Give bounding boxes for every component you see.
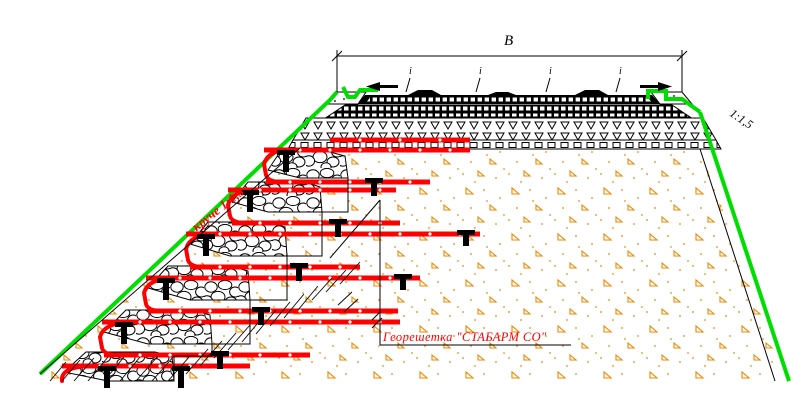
- anchor-pin: [457, 230, 475, 246]
- native-ground-hatch: [49, 261, 361, 382]
- gradient-mark-2: i: [479, 66, 482, 77]
- anchor-pin: [394, 274, 412, 290]
- dimension-line-b: [331, 50, 688, 92]
- gradient-tick-leaders: [405, 77, 621, 93]
- anchor-pin: [365, 178, 383, 196]
- callout-hatch-marks: [337, 291, 359, 313]
- anchor-pin: [172, 366, 190, 388]
- anchor-pin: [115, 322, 133, 344]
- gradient-mark-3: i: [549, 66, 552, 77]
- geogrid-callout-label: Георешетка "СТАБАРМ СО": [383, 330, 547, 344]
- arrow-left-icon: [366, 82, 398, 91]
- anchor-pin: [290, 263, 308, 281]
- turf-line-group: [38, 86, 791, 382]
- anchor-pins-group: [98, 150, 475, 388]
- anchor-pin: [157, 278, 175, 300]
- anchor-pin: [197, 234, 215, 256]
- anchor-pin: [277, 150, 295, 172]
- gradient-mark-4: i: [619, 66, 622, 77]
- anchor-pin: [241, 190, 259, 212]
- arrow-right-icon: [640, 82, 672, 91]
- anchor-pin: [252, 307, 270, 325]
- subbase-triangle-layer: [292, 117, 717, 141]
- ground-boundary-line: [39, 147, 349, 381]
- base-course-layer: [325, 104, 692, 118]
- anchor-pin: [329, 219, 347, 237]
- anchor-pin: [211, 351, 229, 369]
- geogrid-callout-leader: [329, 199, 571, 346]
- asphalt-course-layer: [357, 90, 660, 104]
- gradient-arrows-group: [366, 82, 672, 91]
- dimension-label-b: B: [504, 33, 514, 49]
- gradient-mark-1: i: [409, 66, 412, 77]
